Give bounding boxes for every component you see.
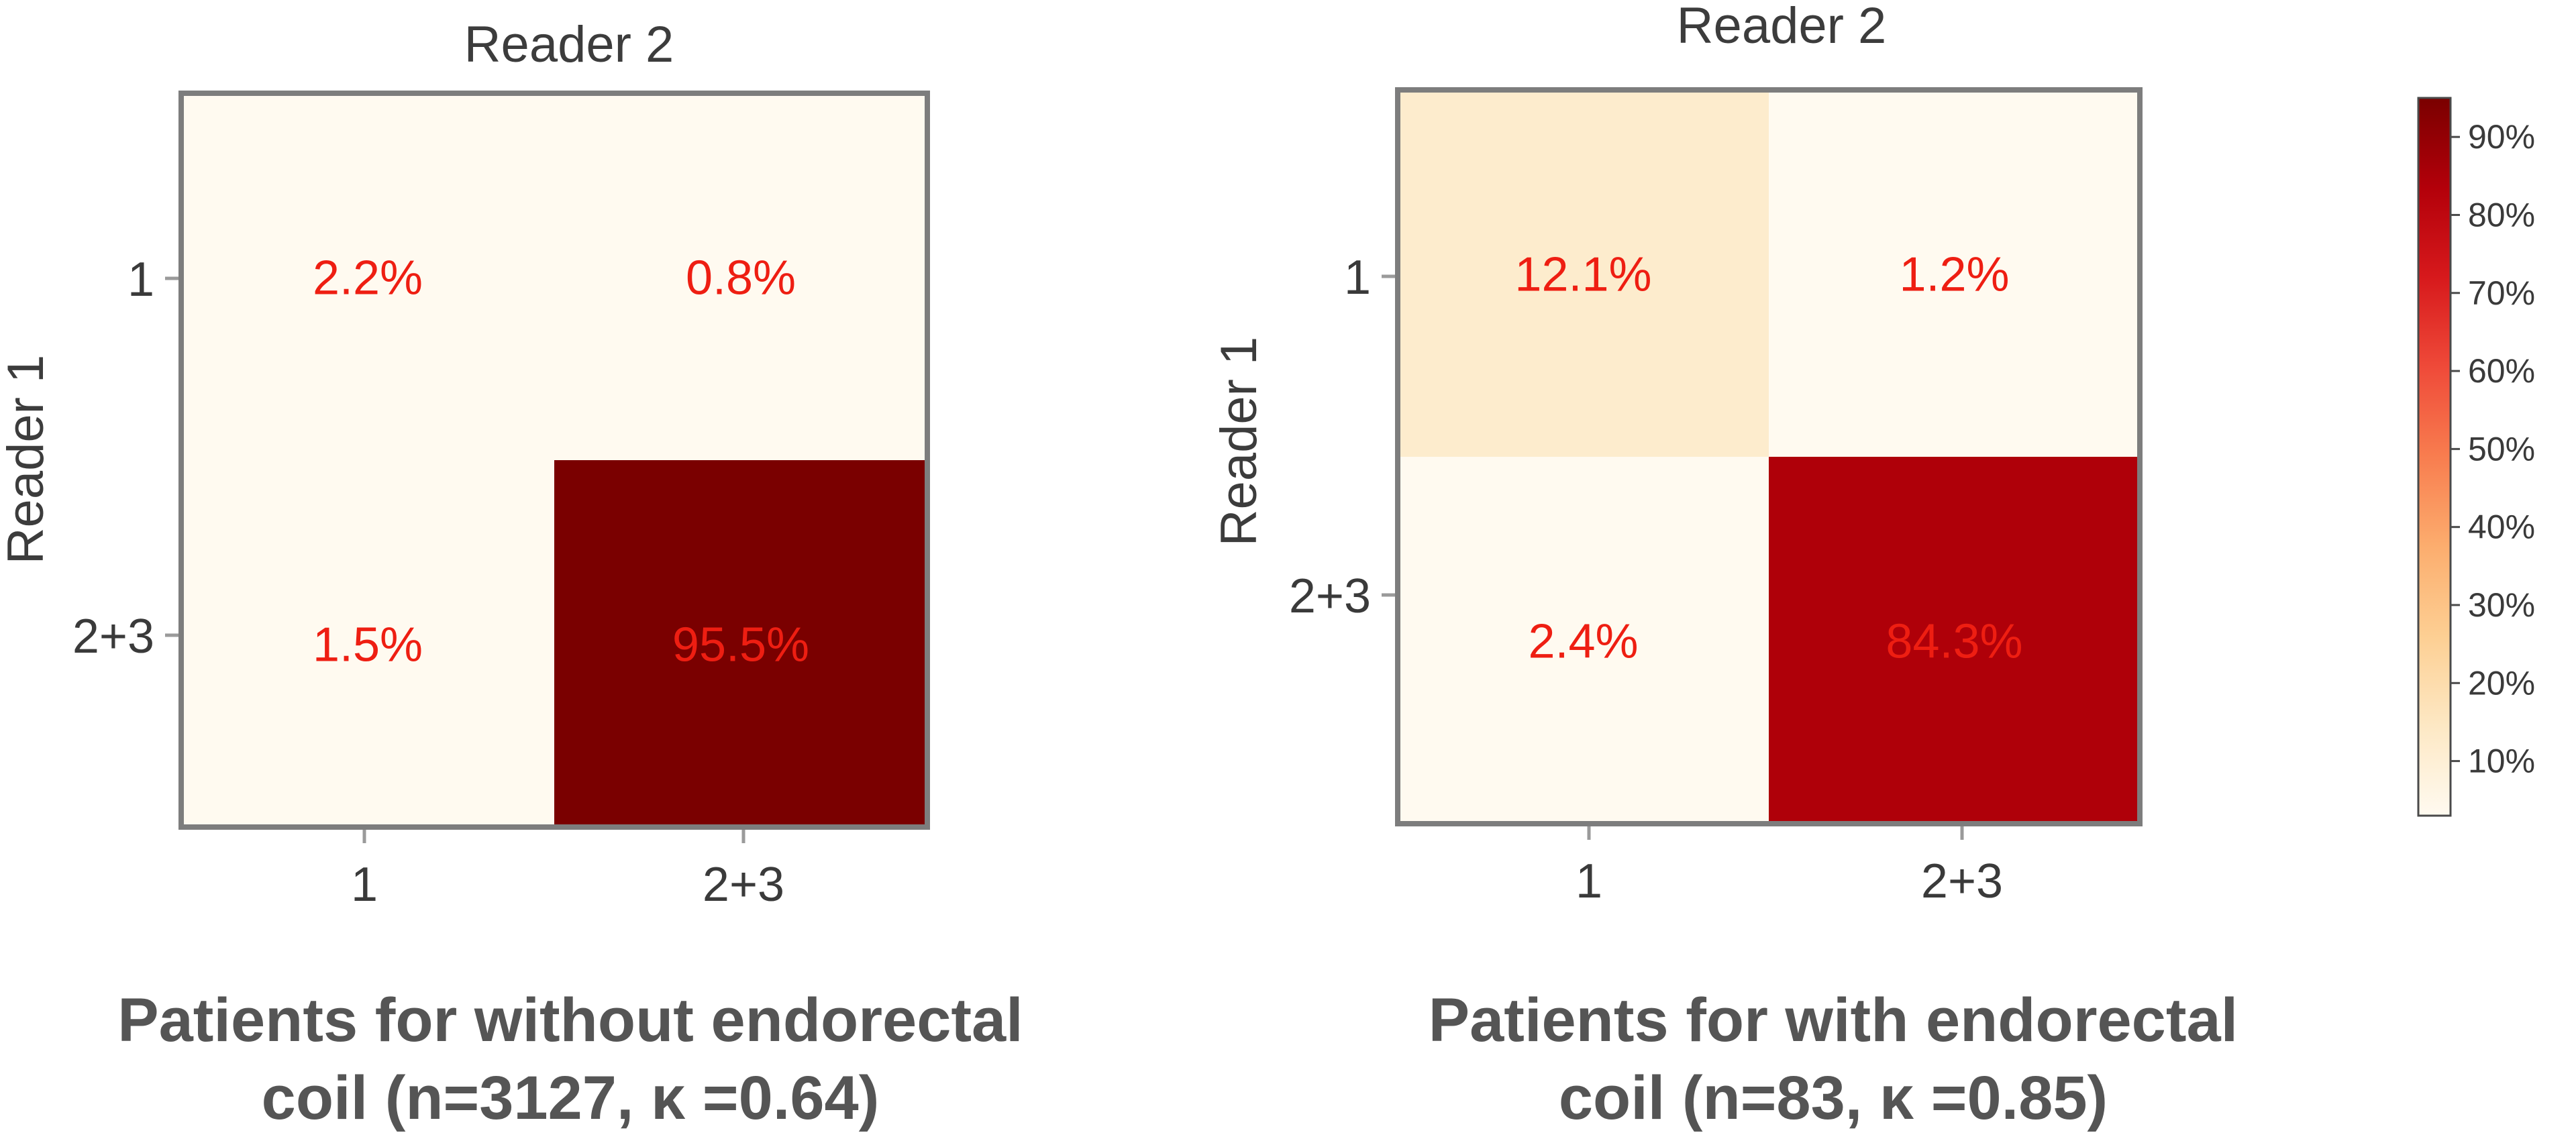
heatmap-cells [1398, 90, 2140, 824]
axis-ticks: 1 2+3 1 2+3 [72, 253, 784, 912]
colorbar-tick-label: 90% [2468, 118, 2535, 156]
caption-line-1: Patients for with endorectal [1428, 986, 2238, 1054]
heatmap-cell [554, 460, 927, 827]
x-tick-label: 1 [1576, 855, 1602, 908]
x-axis-title: Reader 2 [1677, 0, 1887, 54]
heatmap-panel-1: Reader 2 Reader 1 2.2% 0.8% 1.5% 95.5% 1 2+3… [0, 16, 930, 912]
cell-value-label: 84.3% [1886, 615, 2022, 669]
caption-panel-1: Patients for without endorectal coil (n=… [0, 981, 1141, 1137]
heatmap-cell [554, 93, 927, 460]
y-tick-label: 1 [127, 253, 154, 307]
x-tick-label: 2+3 [1921, 855, 2003, 908]
heatmap-frame [1395, 87, 2143, 826]
cell-value-label: 95.5% [672, 618, 809, 672]
colorbar-tick-label: 70% [2468, 274, 2535, 312]
cell-labels: 2.2% 0.8% 1.5% 95.5% [313, 252, 809, 672]
caption-line-2: coil (n=83, κ =0.85) [1558, 1064, 2108, 1132]
heatmap-cell [181, 460, 554, 827]
heatmap-frame [178, 91, 930, 830]
colorbar-ticks: 10% 20% 30% 40% 50% 60% 70% 80% 90% [2451, 118, 2535, 780]
colorbar-tick-label: 40% [2468, 508, 2535, 546]
colorbar-tick-label: 50% [2468, 430, 2535, 468]
colorbar: 10% 20% 30% 40% 50% 60% 70% 80% 90% [2417, 97, 2535, 817]
y-tick-label: 2+3 [1289, 569, 1371, 623]
cell-value-label: 0.8% [686, 252, 796, 305]
colorbar-tick-label: 80% [2468, 196, 2535, 233]
axis-ticks: 1 2+3 1 2+3 [1289, 251, 2003, 908]
y-axis-title: Reader 1 [1210, 337, 1268, 547]
caption-line-1: Patients for without endorectal [117, 986, 1023, 1054]
heatmap-panel-2: Reader 2 Reader 1 12.1% 1.2% 2.4% 84.3% 1 2+… [1210, 0, 2143, 908]
colorbar-tick-label: 20% [2468, 664, 2535, 702]
cell-value-label: 1.5% [313, 618, 423, 672]
y-axis-title: Reader 1 [0, 355, 54, 565]
cell-value-label: 1.2% [1899, 248, 2009, 302]
colorbar-tick-label: 30% [2468, 586, 2535, 624]
cell-value-label: 2.2% [313, 252, 423, 305]
cell-value-label: 12.1% [1514, 248, 1651, 302]
y-tick-label: 1 [1344, 251, 1371, 305]
heatmap-cell [1769, 90, 2140, 457]
heatmap-cell [181, 93, 554, 460]
heatmap-cells [181, 93, 927, 827]
cell-value-label: 2.4% [1528, 615, 1638, 669]
colorbar-tick-label: 60% [2468, 352, 2535, 390]
colorbar-tick-label: 10% [2468, 743, 2535, 780]
heatmap-cell [1769, 457, 2140, 824]
y-tick-label: 2+3 [72, 610, 154, 663]
caption-line-2: coil (n=3127, κ =0.64) [261, 1064, 880, 1132]
colorbar-gradient [2417, 97, 2452, 817]
x-tick-label: 2+3 [703, 858, 784, 912]
caption-panel-2: Patients for with endorectal coil (n=83,… [1263, 981, 2404, 1137]
heatmap-cell [1398, 90, 1769, 457]
x-tick-label: 1 [351, 858, 378, 912]
cell-labels: 12.1% 1.2% 2.4% 84.3% [1514, 248, 2022, 669]
x-axis-title: Reader 2 [464, 16, 674, 73]
heatmap-cell [1398, 457, 1769, 824]
